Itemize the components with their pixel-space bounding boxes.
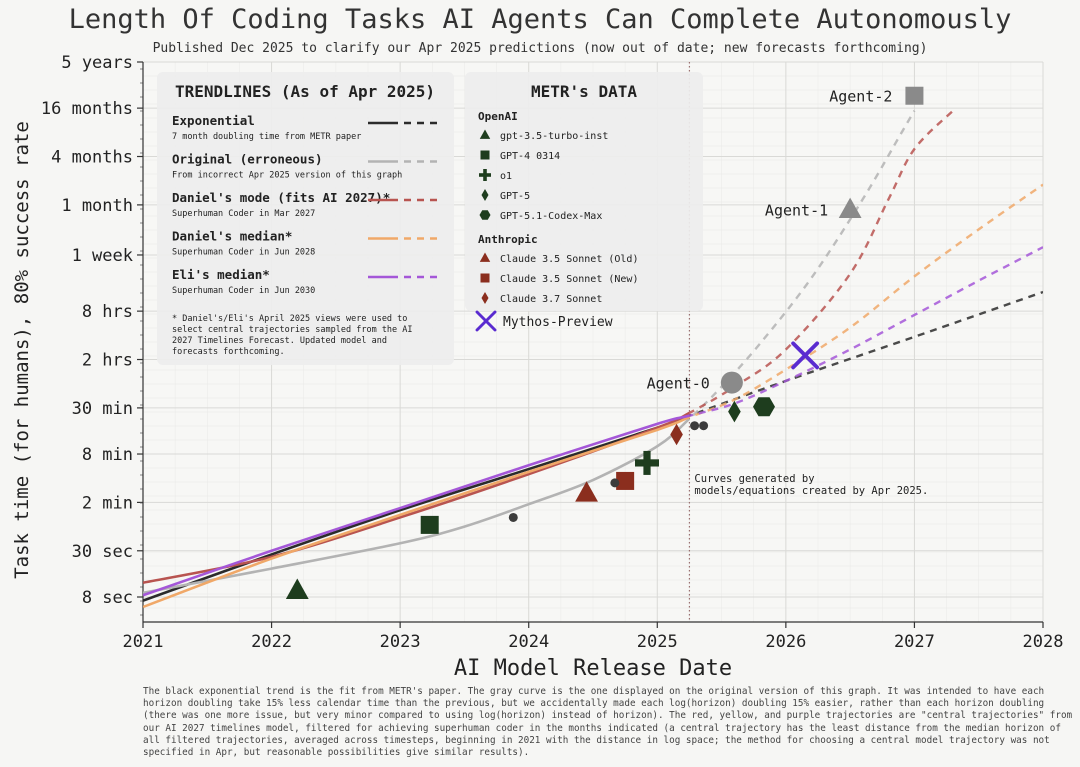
y-tick-label: 5 years <box>61 53 133 73</box>
data-legend-label: Mythos-Preview <box>503 315 613 330</box>
legend-marker <box>479 169 491 181</box>
trend-legend-footnote: 2027 Timelines Forecast. Updated model a… <box>172 336 387 346</box>
trendlines <box>143 109 1044 609</box>
point-claude-3-7-sonnet <box>670 423 683 446</box>
point-unlabeled <box>699 421 709 431</box>
data-points: Agent-0 Agent-1 Agent-2 <box>285 86 924 599</box>
data-legend-bg <box>465 72 703 311</box>
point-gpt-4-0314 <box>420 515 439 534</box>
data-legend-label: Claude 3.5 Sonnet (New) <box>500 274 638 285</box>
legend-marker <box>481 292 489 304</box>
data-legend-label: Claude 3.7 Sonnet <box>500 294 602 305</box>
point-agent-2 <box>905 86 924 105</box>
data-legend-label: gpt-3.5-turbo-inst <box>500 131 608 142</box>
trend-legend-name: Exponential <box>172 113 255 128</box>
point-agent-0 <box>720 371 743 394</box>
data-legend-label: o1 <box>500 171 512 182</box>
cutoff-note: Curves generated by <box>694 473 814 485</box>
trend-legend-desc: Superhuman Coder in Jun 2028 <box>172 248 315 258</box>
point-gpt-5 <box>728 400 741 423</box>
chart-caption: The black exponential trend is the fit f… <box>143 686 1073 759</box>
trendline-daniel-s-median-dashed <box>689 183 1044 419</box>
y-axis-label: Task time (for humans), 80% success rate <box>11 121 33 579</box>
data-legend-label: GPT-5 <box>500 191 530 202</box>
trendline-eli-s-median-dashed <box>689 246 1044 417</box>
trend-legend-name: Daniel's mode (fits AI 2027)* <box>172 190 390 205</box>
chart-title: Length Of Coding Tasks AI Agents Can Com… <box>68 4 1012 35</box>
legend-marker <box>479 252 491 262</box>
point-agent-1 <box>838 197 862 219</box>
y-tick-label: 1 month <box>61 196 133 216</box>
trend-legend-desc: 7 month doubling time from METR paper <box>172 132 361 142</box>
chart-subtitle: Published Dec 2025 to clarify our Apr 20… <box>152 41 928 56</box>
trend-legend-name: Daniel's median* <box>172 229 292 244</box>
trendlines-legend-bg <box>157 72 454 365</box>
trend-legend-desc: Superhuman Coder in Jun 2030 <box>172 286 315 296</box>
trend-legend-desc: Superhuman Coder in Mar 2027 <box>172 209 315 219</box>
x-tick-label: 2025 <box>637 632 678 652</box>
agent-label: Agent-0 <box>647 375 710 393</box>
trend-legend-name: Original (erroneous) <box>172 152 323 167</box>
legend-marker <box>481 189 489 201</box>
agent-label: Agent-1 <box>765 202 828 220</box>
trendline-eli-s-median-solid <box>143 414 690 597</box>
y-tick-label: 8 hrs <box>82 302 133 322</box>
trend-legend-desc: From incorrect Apr 2025 version of this … <box>172 171 402 181</box>
trend-legend-footnote: * Daniel's/Eli's April 2025 views were u… <box>172 314 407 324</box>
legend-marker <box>479 210 491 220</box>
legend-marker <box>480 273 490 283</box>
trendline-exponential-dashed <box>689 290 1044 417</box>
point-unlabeled <box>508 512 518 522</box>
y-tick-label: 1 week <box>72 246 133 266</box>
trendlines-legend: TRENDLINES (As of Apr 2025) Exponential 7 … <box>157 72 454 365</box>
x-tick-label: 2021 <box>123 632 164 652</box>
y-tick-label: 2 hrs <box>82 351 133 371</box>
trendline-daniel-s-mode-fits-ai-2027-solid <box>143 411 690 585</box>
legend-marker <box>479 129 491 139</box>
trend-legend-name: Eli's median* <box>172 267 270 282</box>
axes: 8 sec 30 sec 2 min 8 min 30 min 2 hrs 8 hrs 1 w… <box>11 53 1063 680</box>
trendline-original-erroneous-solid <box>143 416 690 595</box>
trend-legend-footnote: forecasts forthcoming. <box>172 347 285 357</box>
data-legend-title: METR's DATA <box>531 82 637 101</box>
point-claude-3-5-sonnet-new- <box>616 471 635 490</box>
x-tick-label: 2023 <box>380 632 421 652</box>
point-gpt-5-1-codex-max <box>753 397 775 417</box>
trendline-daniel-s-median-solid <box>143 415 690 609</box>
data-legend-label: GPT-5.1-Codex-Max <box>500 211 602 222</box>
y-tick-label: 2 min <box>82 493 133 513</box>
legend-marker <box>480 150 490 160</box>
y-tick-label: 4 months <box>51 148 133 168</box>
data-legend-group: OpenAI <box>478 110 518 123</box>
y-tick-label: 30 sec <box>72 542 133 562</box>
chart-svg: 8 sec 30 sec 2 min 8 min 30 min 2 hrs 8 hrs 1 w… <box>11 53 1063 680</box>
y-tick-label: 8 sec <box>82 588 133 608</box>
x-tick-label: 2026 <box>765 632 806 652</box>
point-claude-3-5-sonnet-old- <box>575 481 598 502</box>
y-tick-label: 8 min <box>82 445 133 465</box>
data-legend: METR's DATA OpenAI gpt-3.5-turbo-inst GPT-4… <box>465 72 703 332</box>
x-axis-label: AI Model Release Date <box>454 656 732 680</box>
point-gpt-3-5-turbo-inst <box>285 578 309 599</box>
y-tick-label: 30 min <box>72 399 133 419</box>
legends: TRENDLINES (As of Apr 2025) Exponential 7 … <box>157 72 703 365</box>
trend-legend-footnote: select central trajectories sampled from… <box>172 325 413 335</box>
x-tick-label: 2024 <box>508 632 549 652</box>
x-tick-label: 2022 <box>251 632 292 652</box>
point-mythos-preview <box>791 341 820 370</box>
point-o1 <box>635 450 659 475</box>
data-legend-label: GPT-4 0314 <box>500 151 560 162</box>
data-legend-label: Claude 3.5 Sonnet (Old) <box>500 254 638 265</box>
y-tick-label: 16 months <box>41 99 133 119</box>
agent-label: Agent-2 <box>829 88 892 106</box>
x-tick-label: 2028 <box>1023 632 1064 652</box>
cutoff-note: models/equations created by Apr 2025. <box>694 485 928 497</box>
trendlines-legend-title: TRENDLINES (As of Apr 2025) <box>175 82 435 101</box>
legend-marker-mythos <box>475 310 497 332</box>
x-tick-label: 2027 <box>894 632 935 652</box>
point-unlabeled <box>690 421 700 431</box>
point-unlabeled <box>610 478 620 488</box>
data-legend-group: Anthropic <box>478 233 538 246</box>
